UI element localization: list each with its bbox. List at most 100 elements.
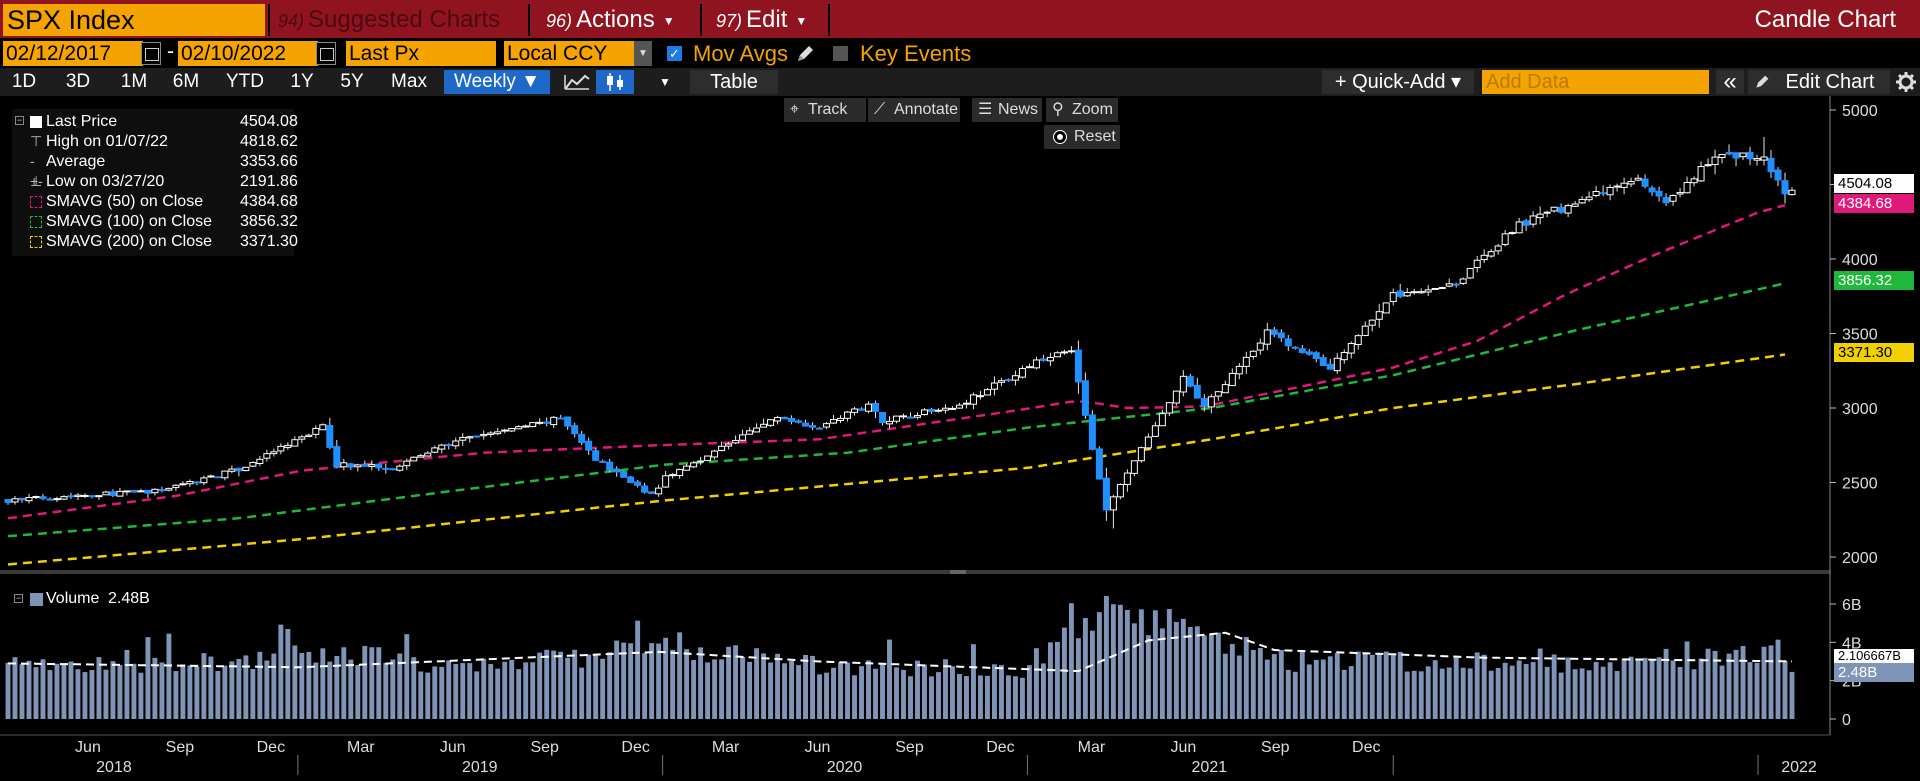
candle-body xyxy=(704,455,712,462)
candle-body xyxy=(1585,196,1593,201)
currency-select[interactable]: Local CCY xyxy=(504,41,634,66)
gear-icon[interactable] xyxy=(1892,70,1920,94)
candle-body xyxy=(270,451,278,455)
candle-body xyxy=(340,462,348,468)
volume-bar xyxy=(313,662,319,719)
reset-button[interactable]: Reset xyxy=(1044,125,1120,149)
volume-bar xyxy=(411,657,417,719)
suggested-charts-number: 94) xyxy=(278,11,305,31)
volume-bar xyxy=(481,658,487,719)
start-date-field[interactable]: 02/12/2017 xyxy=(3,41,143,66)
period-5y[interactable]: 5Y xyxy=(340,71,364,92)
candle-body xyxy=(1235,365,1243,375)
currency-dropdown-icon[interactable]: ▼ xyxy=(634,41,652,66)
volume-bar xyxy=(54,663,60,719)
average-marker-icon: -+- xyxy=(30,153,43,189)
candle-body xyxy=(1718,154,1726,158)
candle-body xyxy=(1431,287,1439,290)
volume-bar xyxy=(1404,671,1410,719)
period-6m[interactable]: 6M xyxy=(172,71,200,92)
candle-body xyxy=(913,415,921,418)
candlestick-icon[interactable] xyxy=(596,70,634,94)
frequency-select[interactable]: Weekly ▼ xyxy=(444,70,550,94)
volume-bar xyxy=(677,632,683,719)
sma200-swatch xyxy=(30,236,42,248)
collapse-legend-icon[interactable]: − xyxy=(15,115,24,125)
volume-bar xyxy=(1747,662,1753,719)
volume-bar xyxy=(5,662,11,719)
candle-body xyxy=(1109,496,1117,511)
high-marker-icon: ⊤ xyxy=(30,133,43,149)
candle-body xyxy=(368,464,376,467)
table-button[interactable]: Table xyxy=(690,70,778,94)
volume-bar xyxy=(880,663,885,719)
end-date-field[interactable]: 02/10/2022 xyxy=(178,41,318,66)
candle-body xyxy=(571,425,579,435)
volume-bar xyxy=(1264,659,1270,719)
candle-body xyxy=(1165,402,1173,414)
key-events-checkbox[interactable] xyxy=(833,46,848,61)
candle-body xyxy=(1319,357,1327,367)
edit-menu[interactable]: 97) Edit ▼ xyxy=(706,4,830,36)
ticker-field[interactable]: SPX Index xyxy=(3,4,265,36)
price-field-select[interactable]: Last Px xyxy=(346,41,496,66)
volume-bar xyxy=(264,660,270,719)
line-chart-icon[interactable] xyxy=(558,70,596,94)
candle-chart[interactable]: 200025003000350040004500500002B4B6B JunS… xyxy=(0,96,1920,781)
volume-bar xyxy=(1698,658,1704,719)
period-toolbar: 1D 3D 1M 6M YTD 1Y 5Y Max Weekly ▼ ▼ Tab… xyxy=(0,68,1920,96)
track-button[interactable]: ⌖ Track xyxy=(784,98,866,122)
volume-bar xyxy=(712,659,718,719)
news-button[interactable]: ☰ News xyxy=(972,98,1042,122)
collapse-legend-icon[interactable]: − xyxy=(14,593,23,603)
volume-bar xyxy=(943,659,948,719)
key-events-label[interactable]: Key Events xyxy=(860,41,972,66)
period-max[interactable]: Max xyxy=(391,71,427,92)
volume-bar xyxy=(1586,670,1592,719)
period-1y[interactable]: 1Y xyxy=(290,71,314,92)
candle-body xyxy=(1445,283,1453,287)
period-1d[interactable]: 1D xyxy=(11,71,37,92)
quick-add-button[interactable]: + Quick-Add ▾ xyxy=(1322,70,1474,94)
candle-body xyxy=(620,471,628,478)
zoom-button[interactable]: ⚲ Zoom xyxy=(1046,98,1118,122)
period-1m[interactable]: 1M xyxy=(120,71,148,92)
panel-resize-handle xyxy=(950,570,966,574)
add-data-input[interactable]: Add Data xyxy=(1482,70,1709,94)
legend-value: 3856.32 xyxy=(240,213,298,230)
candle-body xyxy=(899,415,907,418)
volume-bar xyxy=(565,657,571,719)
period-ytd[interactable]: YTD xyxy=(226,71,264,92)
volume-bar xyxy=(572,649,578,719)
chart-style-dropdown-icon[interactable]: ▼ xyxy=(640,70,690,94)
candle-body xyxy=(1662,197,1670,204)
pencil-icon[interactable] xyxy=(795,44,815,64)
volume-bar xyxy=(355,664,361,719)
volume-bar xyxy=(1208,634,1214,719)
period-3d[interactable]: 3D xyxy=(65,71,91,92)
calendar-icon[interactable] xyxy=(316,42,336,65)
calendar-icon[interactable] xyxy=(141,42,161,65)
edit-chart-button[interactable]: Edit Chart xyxy=(1748,70,1890,94)
volume-bar xyxy=(593,654,599,719)
volume-bar xyxy=(1334,652,1340,719)
volume-bar xyxy=(1677,667,1683,719)
month-label: Sep xyxy=(1261,739,1290,756)
suggested-charts-menu[interactable]: 94) Suggested Charts xyxy=(268,4,530,36)
mov-avgs-label[interactable]: Mov Avgs xyxy=(693,41,788,66)
candle-body xyxy=(781,416,789,420)
volume-bar xyxy=(1180,618,1186,719)
candle-body xyxy=(662,475,670,488)
candle-body xyxy=(1102,477,1110,511)
volume-bar xyxy=(838,662,843,719)
volume-bar xyxy=(1026,665,1032,719)
annotate-button[interactable]: ⟋ Annotate xyxy=(868,98,960,122)
candle-body xyxy=(1753,157,1761,161)
price-tick-label: 5000 xyxy=(1842,103,1878,120)
candle-body xyxy=(214,476,222,479)
actions-menu[interactable]: 96) Actions ▼ xyxy=(536,4,702,36)
volume-bar xyxy=(453,663,459,719)
volume-bar xyxy=(1600,666,1606,719)
mov-avgs-checkbox[interactable]: ✓ xyxy=(667,46,682,61)
collapse-icon[interactable]: « xyxy=(1716,70,1744,94)
